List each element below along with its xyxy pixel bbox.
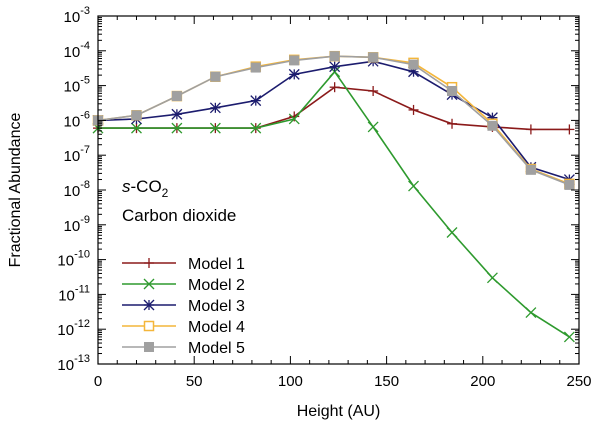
data-point [564, 179, 575, 190]
x-tick-label: 150 [374, 373, 399, 390]
data-point [131, 110, 142, 121]
y-tick-label: 10-11 [58, 283, 90, 304]
y-tick-label: 10-5 [64, 75, 90, 96]
series-5 [93, 51, 575, 190]
legend-entry-5: Model 5 [122, 340, 245, 357]
data-point [250, 122, 262, 134]
data-point [525, 164, 536, 175]
species-prefix: s [122, 177, 131, 196]
series-3 [92, 55, 575, 185]
data-point [487, 120, 498, 131]
legend-label: Model 2 [188, 277, 245, 294]
data-point [288, 68, 300, 80]
legend-label: Model 5 [188, 340, 245, 357]
data-point [171, 108, 183, 120]
y-tick-label: 10-9 [64, 214, 90, 235]
species-subscript: 2 [162, 186, 169, 200]
data-point [288, 113, 300, 125]
data-point [525, 307, 537, 319]
series-1 [93, 82, 575, 135]
legend-marker [143, 299, 155, 311]
y-tick-label: 10-10 [57, 249, 90, 270]
x-tick-label: 50 [186, 373, 203, 390]
legend-marker [143, 278, 155, 290]
data-point [329, 61, 341, 73]
y-tick-label: 10-13 [57, 353, 90, 374]
x-tick-label: 200 [470, 373, 495, 390]
x-tick-label: 250 [566, 373, 591, 390]
data-point [250, 62, 261, 73]
legend-label: Model 3 [188, 298, 245, 315]
y-tick-label: 10-8 [64, 179, 90, 200]
data-point [209, 122, 221, 134]
legend-marker [144, 342, 154, 352]
data-point [408, 59, 419, 70]
data-point [368, 52, 379, 63]
y-tick-label: 10-7 [64, 144, 90, 165]
data-point [171, 91, 182, 102]
data-point [447, 118, 458, 129]
species-main: -CO [131, 177, 162, 196]
data-point [131, 122, 142, 134]
data-point [289, 55, 300, 66]
data-point [210, 71, 221, 82]
data-point [250, 95, 262, 107]
species-name-annotation: Carbon dioxide [122, 206, 236, 225]
data-point [368, 85, 379, 96]
legend-entry-3: Model 3 [122, 298, 245, 315]
x-tick-label: 0 [94, 373, 102, 390]
series-2 [92, 66, 575, 343]
legend-marker [143, 320, 155, 332]
x-axis-title: Height (AU) [297, 403, 381, 420]
data-point [486, 272, 498, 284]
legend-label: Model 4 [188, 319, 245, 336]
y-tick-label: 10-6 [64, 109, 90, 130]
data-point [329, 51, 340, 62]
series-line [97, 55, 570, 185]
series-line [97, 55, 570, 186]
data-point [563, 331, 575, 343]
legend-entry-4: Model 4 [122, 319, 245, 336]
x-tick-label: 100 [278, 373, 303, 390]
data-point [329, 66, 341, 78]
legend-label: Model 1 [188, 256, 245, 273]
data-point [367, 121, 379, 133]
data-point [525, 124, 536, 135]
data-point [408, 180, 419, 192]
y-tick-label: 10-3 [64, 5, 90, 26]
legend-entry-2: Model 2 [122, 277, 245, 294]
data-point [209, 102, 221, 114]
data-point [447, 85, 458, 96]
legend-marker [144, 258, 154, 268]
data-point [171, 122, 183, 134]
series-line [98, 86, 570, 131]
legend-entry-1: Model 1 [122, 256, 245, 273]
data-point [564, 124, 575, 135]
series-line [98, 70, 570, 338]
series-line [97, 60, 570, 181]
data-point [446, 227, 458, 238]
y-tick-label: 10-4 [64, 40, 90, 61]
species-annotation: s-CO2 [122, 177, 169, 200]
legend: Model 1 Model 2 Model 3 Model 4 Model 5 [122, 256, 245, 357]
y-tick-label: 10-12 [57, 318, 90, 339]
data-point [408, 104, 419, 115]
data-point [329, 82, 340, 93]
y-axis-title: Fractional Abundance [7, 113, 24, 268]
